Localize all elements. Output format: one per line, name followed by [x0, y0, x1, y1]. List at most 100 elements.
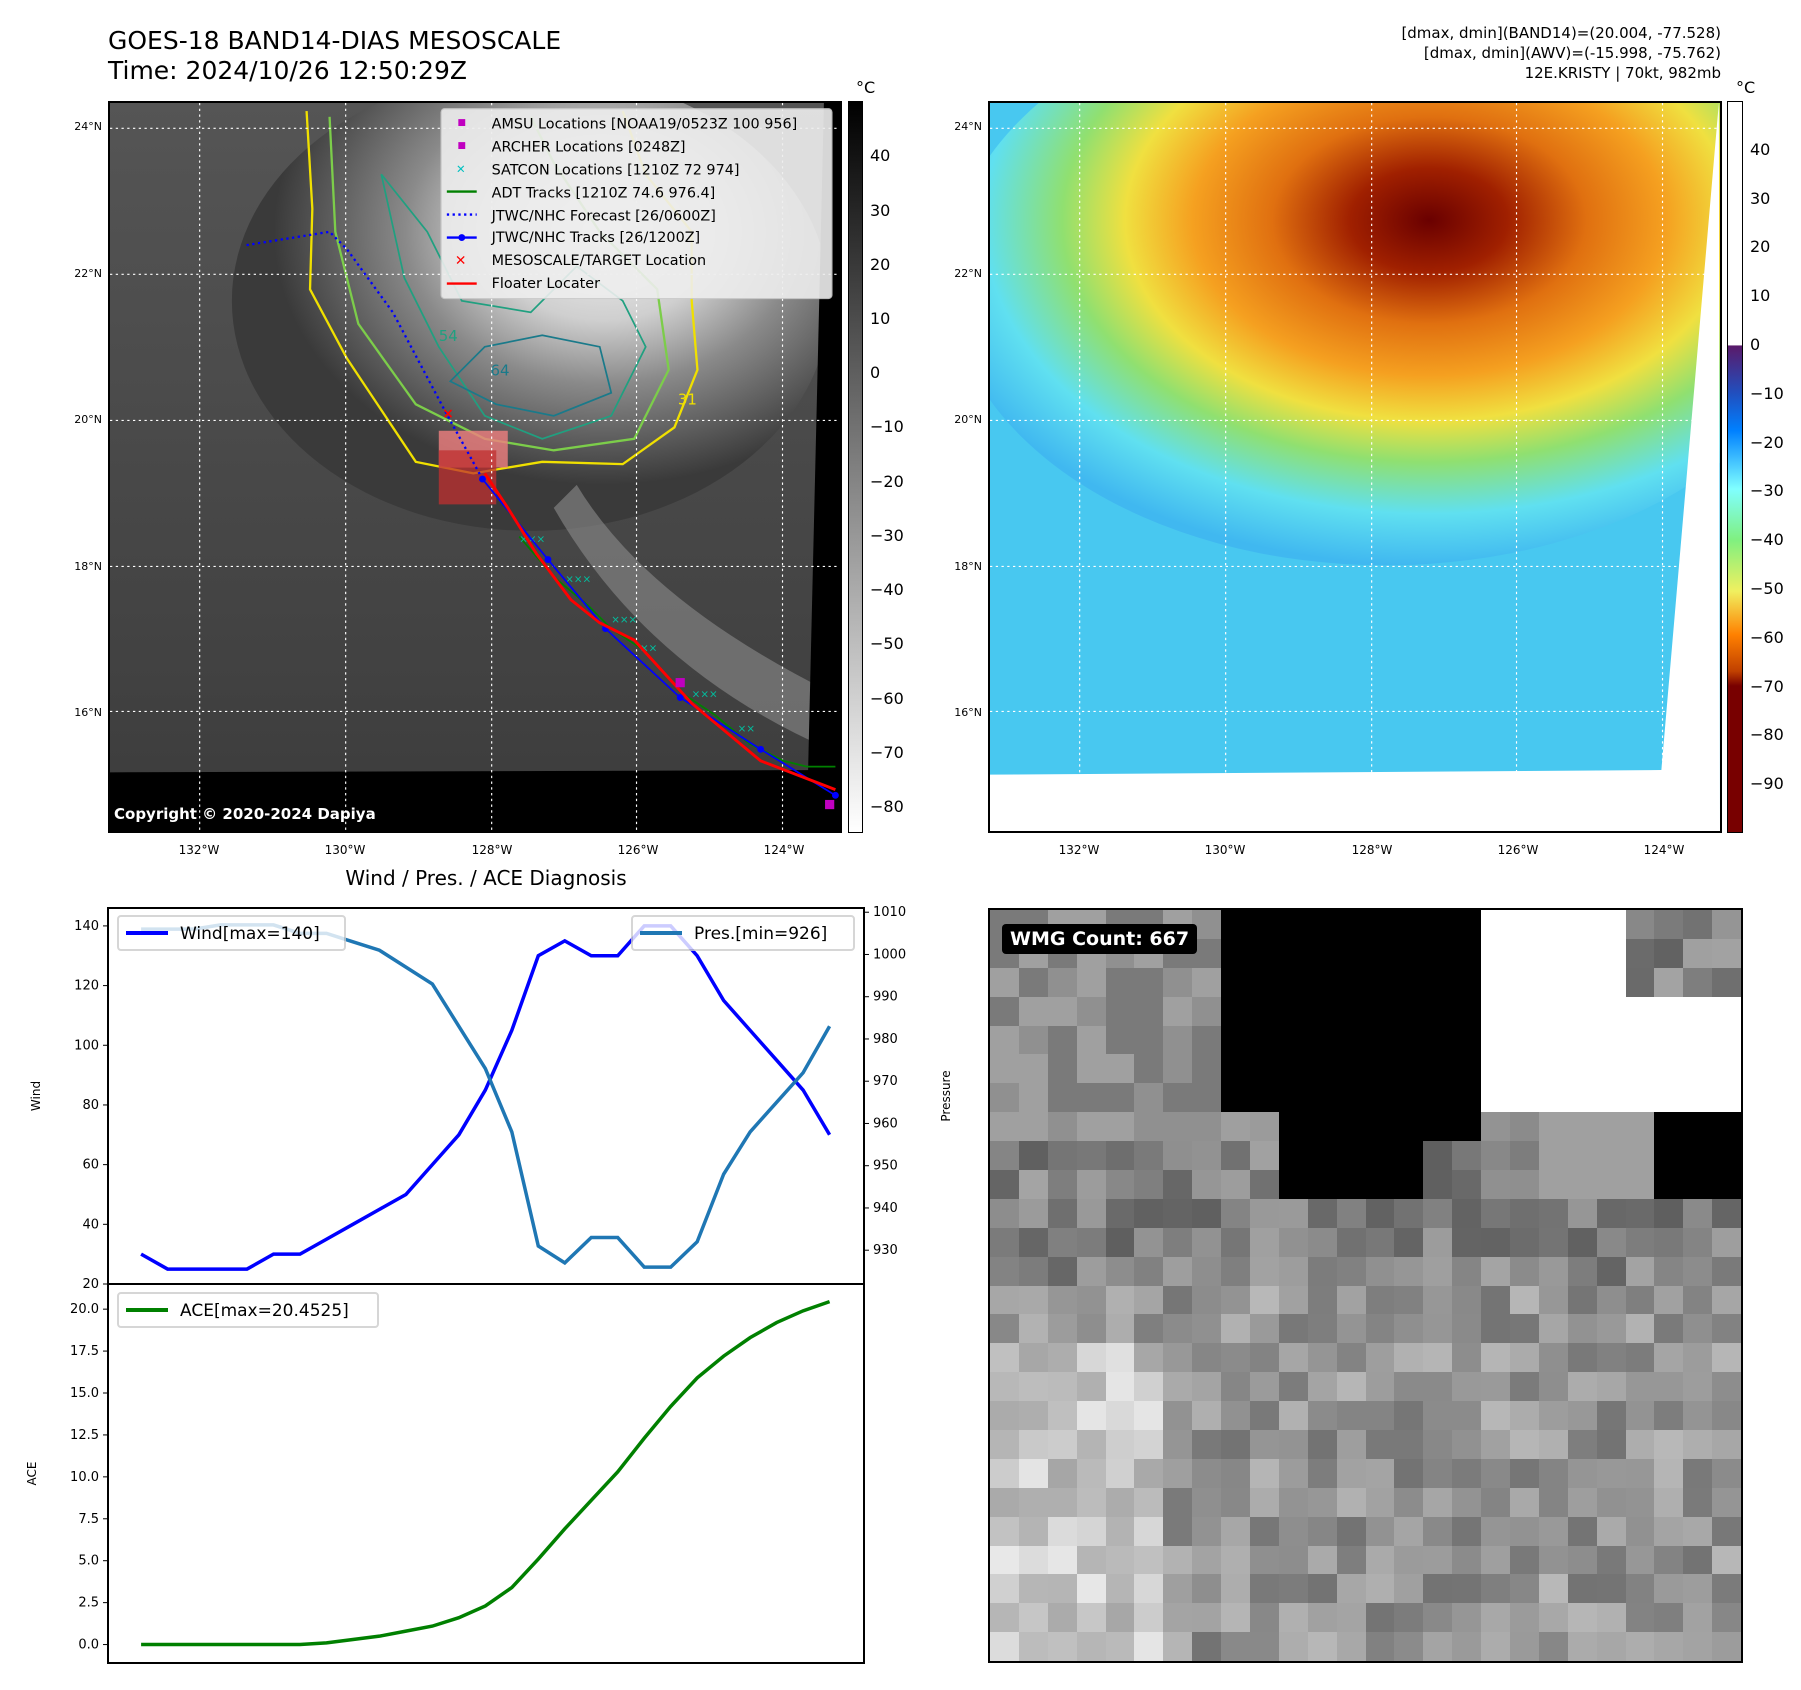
- wmg-cell: [1192, 1545, 1222, 1575]
- wmg-cell: [1509, 1285, 1540, 1315]
- wmg-cell: [1394, 1632, 1424, 1661]
- wmg-cell: [1509, 1458, 1540, 1489]
- wmg-cell: [1163, 1516, 1193, 1547]
- wmg-cell: [1625, 1458, 1655, 1489]
- wmg-cell: [1250, 1256, 1280, 1287]
- wmg-cell: [1394, 938, 1424, 969]
- ace-tick-label: 10.0: [70, 1470, 99, 1485]
- stats-band14: [dmax, dmin](BAND14)=(20.004, -77.528): [1401, 24, 1721, 42]
- lat-label: 24°N: [74, 120, 102, 133]
- wmg-cell: [1452, 1429, 1482, 1460]
- wmg-cell: [1423, 1343, 1453, 1373]
- wmg-cell: [1538, 1227, 1569, 1258]
- wmg-cell: [1105, 1516, 1135, 1547]
- wmg-cell: [1596, 1170, 1627, 1200]
- wmg-cell: [1423, 1256, 1453, 1287]
- wmg-cell: [1538, 1198, 1569, 1229]
- wmg-cell: [1712, 1372, 1741, 1402]
- wmg-cell: [1134, 1256, 1164, 1287]
- wmg-cell: [990, 1112, 1020, 1142]
- gridlines: [990, 103, 1720, 831]
- wmg-cell: [1423, 1285, 1453, 1315]
- colorbar-tick: 40: [870, 146, 891, 166]
- wmg-cell: [1654, 1170, 1684, 1200]
- wmg-cell: [1712, 1343, 1741, 1373]
- wmg-cell: [1134, 1170, 1164, 1200]
- wmg-cell: [1481, 1025, 1511, 1055]
- wmg-cell: [1278, 1227, 1309, 1258]
- wmg-cell: [1712, 1198, 1741, 1229]
- wmg-cell: [1654, 1256, 1684, 1287]
- wmg-cell: [1047, 1170, 1078, 1200]
- colorbar-tick: −40: [870, 580, 904, 600]
- wmg-cell: [1163, 1487, 1193, 1518]
- wmg-cell: [990, 967, 1020, 998]
- wmg-cell: [1278, 1516, 1309, 1547]
- wmg-cell: [1654, 1574, 1684, 1604]
- wmg-cell: [1538, 1401, 1569, 1431]
- wmg-cell: [1105, 1083, 1135, 1113]
- figure-time: Time: 2024/10/26 12:50:29Z: [108, 56, 467, 85]
- wmg-cell: [1278, 1314, 1309, 1344]
- wmg-cell: [1278, 1198, 1309, 1229]
- wmg-cell: [1509, 1545, 1540, 1575]
- wmg-cell: [1596, 1112, 1627, 1142]
- stats-awv: [dmax, dmin](AWV)=(-15.998, -75.762): [1423, 44, 1721, 62]
- colorbar-tick: −70: [1750, 676, 1784, 696]
- wmg-cell: [1625, 1429, 1655, 1460]
- wmg-cell: [1192, 1603, 1222, 1633]
- wmg-cell: [1250, 1314, 1280, 1344]
- wmg-cell: [1076, 1054, 1107, 1084]
- wmg-cell: [1134, 1141, 1164, 1171]
- wmg-cell: [990, 1574, 1020, 1604]
- wmg-cell: [1509, 1170, 1540, 1200]
- wmg-cell: [1596, 1632, 1627, 1661]
- colorbar-tick: 0: [870, 363, 881, 383]
- wmg-cell: [990, 1054, 1020, 1084]
- ace-axes: [107, 1283, 865, 1664]
- colorbar-tick: −50: [1750, 579, 1784, 598]
- wmg-cell: [1278, 1170, 1309, 1200]
- wmg-cell: [1654, 1112, 1684, 1142]
- wmg-cell: [1712, 1141, 1741, 1171]
- wmg-cell: [1018, 996, 1049, 1027]
- wmg-cell: [1567, 1025, 1598, 1055]
- wmg-cell: [1452, 1025, 1482, 1055]
- wmg-cell: [1423, 1054, 1453, 1084]
- wmg-cell: [1509, 910, 1540, 940]
- wmg-cell: [1365, 1632, 1395, 1661]
- wmg-cell: [1134, 1632, 1164, 1661]
- wmg-cell: [1250, 996, 1280, 1027]
- wmg-cell: [1105, 1343, 1135, 1373]
- wmg-cell: [1654, 1603, 1684, 1633]
- wmg-cell: [1394, 967, 1424, 998]
- wmg-cell: [1105, 996, 1135, 1027]
- wmg-cell: [1481, 1198, 1511, 1229]
- wmg-cell: [1423, 910, 1453, 940]
- wmg-cell: [1076, 1343, 1107, 1373]
- wmg-cell: [1509, 1429, 1540, 1460]
- wmg-cell: [1076, 1083, 1107, 1113]
- wmg-cell: [1134, 996, 1164, 1027]
- wmg-cell: [1712, 967, 1741, 998]
- wmg-cell: [1250, 1285, 1280, 1315]
- wmg-cell: [1365, 1170, 1395, 1200]
- wmg-cell: [1452, 996, 1482, 1027]
- colorbar-tick: −80: [1750, 725, 1784, 745]
- wmg-cell: [1250, 1198, 1280, 1229]
- wmg-cell: [1625, 1170, 1655, 1200]
- wmg-cell: [1654, 1632, 1684, 1661]
- wmg-cell: [1712, 1285, 1741, 1315]
- diagnosis-title: Wind / Pres. / ACE Diagnosis: [345, 866, 627, 890]
- wmg-cell: [1192, 938, 1222, 969]
- wmg-cell: [990, 1256, 1020, 1287]
- wmg-cell: [1625, 1545, 1655, 1575]
- wmg-cell: [1654, 1458, 1684, 1489]
- wmg-cell: [1018, 1227, 1049, 1258]
- wmg-cell: [1221, 1227, 1251, 1258]
- pressure-axis-label: Pressure: [939, 1070, 953, 1121]
- colorbar-tick: −30: [870, 525, 904, 545]
- diagnosis-chart: 20 40 60 80 100 120 140 930 940 950 960 970 980 990 10…: [25, 905, 953, 1664]
- pressure-tick-label: 1010: [873, 905, 906, 920]
- wmg-cell: [1192, 1314, 1222, 1344]
